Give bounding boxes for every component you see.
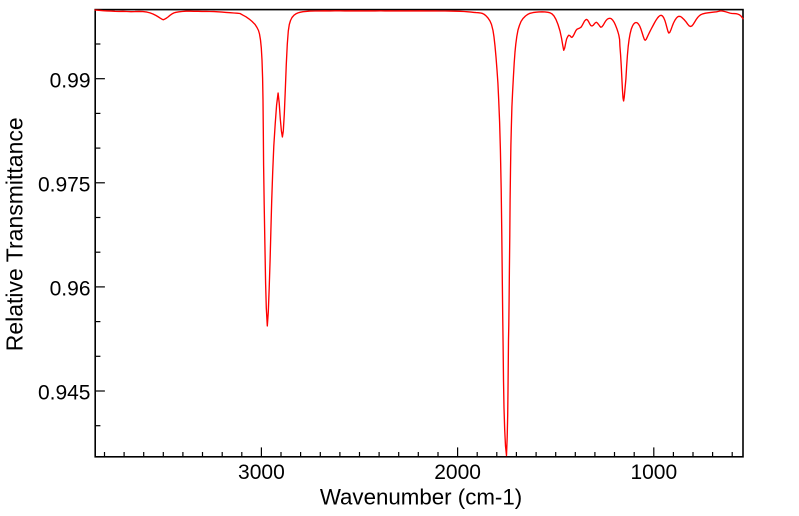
svg-text:2000: 2000 [434, 461, 481, 484]
svg-text:3000: 3000 [238, 461, 285, 484]
svg-text:0.975: 0.975 [38, 173, 91, 196]
svg-text:1000: 1000 [630, 461, 677, 484]
svg-text:0.96: 0.96 [50, 278, 91, 301]
svg-text:0.99: 0.99 [50, 69, 91, 92]
svg-text:Wavenumber (cm-1): Wavenumber (cm-1) [320, 485, 522, 510]
svg-text:0.945: 0.945 [38, 382, 91, 405]
svg-text:Relative Transmittance: Relative Transmittance [2, 117, 28, 351]
